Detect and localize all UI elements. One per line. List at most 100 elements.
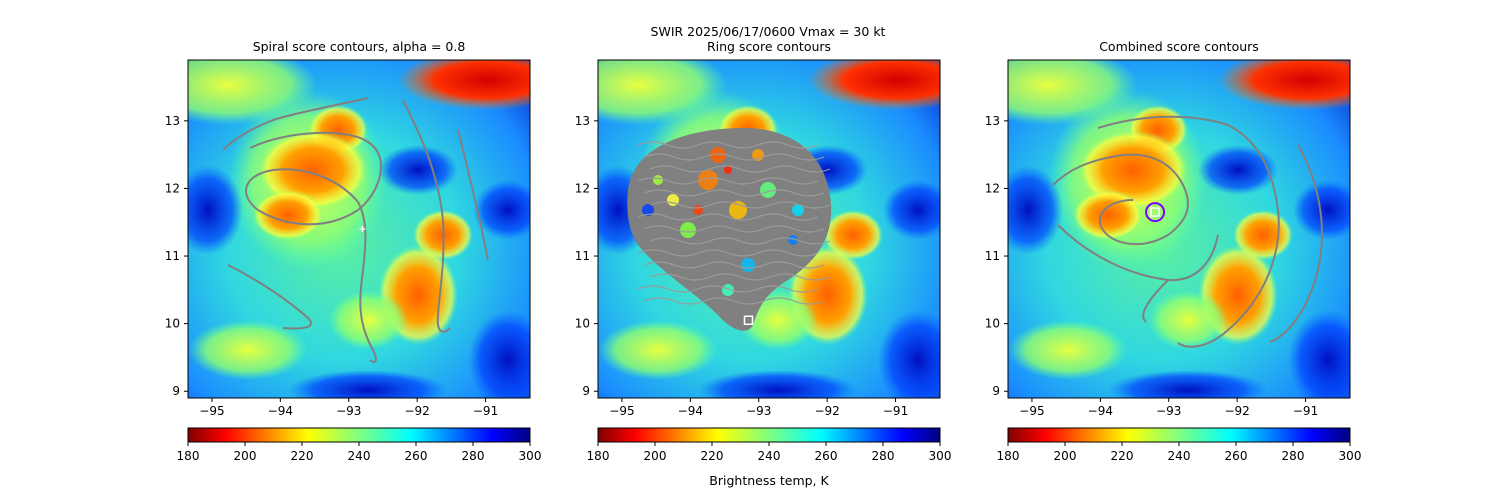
ring-contour-speck	[710, 147, 726, 163]
colorbar-tick-label: 240	[758, 449, 781, 463]
panel-title: Combined score contours	[1099, 39, 1259, 54]
satellite-image	[1008, 60, 1350, 398]
x-tick-label: −93	[1156, 404, 1181, 418]
panel-title: Ring score contours	[707, 39, 831, 54]
colorbar-gradient	[187, 427, 531, 443]
satellite-image	[188, 60, 530, 398]
x-tick-label: −92	[404, 404, 429, 418]
colorbar-tick-label: 180	[997, 449, 1020, 463]
ring-contour-speck	[642, 204, 654, 216]
center-marker	[1150, 207, 1160, 217]
y-tick-label: 11	[985, 249, 1000, 263]
ring-contour-speck	[741, 258, 755, 272]
colorbar-tick-label: 260	[405, 449, 428, 463]
chart-panel-2: Ring score contours −95 −94 −93 −92 −91 9 10 11 1…	[575, 39, 952, 463]
center-ring-marker	[1145, 202, 1166, 223]
score-contour	[402, 99, 451, 333]
ring-contour-speck	[698, 170, 718, 190]
axes-frame	[187, 59, 531, 399]
colorbar-tick-label: 260	[1225, 449, 1248, 463]
ring-contour-line	[649, 237, 831, 245]
x-tick-label: −94	[268, 404, 293, 418]
ring-contour-speck	[760, 182, 776, 198]
ring-contour-line	[637, 141, 819, 149]
colorbar-tick-label: 260	[815, 449, 838, 463]
ring-contour-speck	[680, 222, 696, 238]
score-contour	[457, 129, 489, 261]
colorbar-tick-label: 220	[1111, 449, 1134, 463]
ring-contour-line	[649, 201, 831, 209]
colorbar-tick-label: 180	[587, 449, 610, 463]
ring-contour-speck	[724, 166, 732, 174]
chart-panel-1: Spiral score contours, alpha = 0.8 −95 −94…	[165, 39, 542, 463]
score-contour	[1052, 153, 1189, 246]
colorbar: 180 200 220 240 260 280 300	[997, 427, 1361, 463]
ring-contour-speck	[788, 235, 798, 245]
score-contour	[1097, 115, 1280, 348]
colorbar-tick-label: 200	[234, 449, 257, 463]
ring-contour-line	[637, 177, 819, 185]
colorbar-tick-label: 280	[462, 449, 485, 463]
x-tick-label: −93	[336, 404, 361, 418]
ring-contour-line	[643, 189, 825, 197]
x-tick-label: −92	[814, 404, 839, 418]
axes-frame	[597, 59, 941, 399]
x-tick-label: −94	[1088, 404, 1113, 418]
chart-panel-3: Combined score contours −95 −94 −93 −92 −91 9 1…	[985, 39, 1362, 463]
ring-contour-line	[649, 273, 831, 281]
score-contour	[227, 264, 312, 330]
y-tick-label: 10	[985, 317, 1000, 331]
x-tick-label: −94	[678, 404, 703, 418]
x-tick-label: −91	[1293, 404, 1318, 418]
colorbar-tick-label: 280	[1282, 449, 1305, 463]
colorbar-tick-label: 280	[872, 449, 895, 463]
plot-area: −95 −94 −93 −92 −91 9 10 11 12 13	[165, 59, 531, 418]
y-tick-label: 9	[582, 384, 590, 398]
colorbar: 180 200 220 240 260 280 300	[587, 427, 952, 463]
colorbar-label: Brightness temp, K	[709, 473, 829, 488]
colorbar-tick-label: 220	[701, 449, 724, 463]
satellite-image	[598, 60, 940, 398]
ring-contour-line	[649, 165, 831, 173]
score-contour	[1142, 279, 1169, 323]
ring-contour-speck	[722, 284, 734, 296]
ring-contour-line	[643, 261, 825, 269]
y-tick-label: 12	[165, 181, 180, 195]
colorbar-tick-label: 180	[177, 449, 200, 463]
score-contour	[245, 131, 383, 363]
x-tick-label: −91	[883, 404, 908, 418]
y-tick-label: 10	[165, 317, 180, 331]
x-tick-label: −93	[746, 404, 771, 418]
ring-contour-line	[637, 249, 819, 257]
ring-contour-speck	[792, 204, 804, 216]
colorbar-tick-label: 200	[1054, 449, 1077, 463]
ring-contour-line	[637, 285, 819, 293]
y-tick-label: 9	[172, 384, 180, 398]
ring-contour-line	[643, 297, 825, 305]
colorbar-tick-label: 220	[291, 449, 314, 463]
y-tick-label: 13	[985, 114, 1000, 128]
axes-frame	[1007, 59, 1351, 399]
center-marker	[359, 226, 366, 232]
colorbar-tick-label: 200	[644, 449, 667, 463]
colorbar-tick-label: 300	[929, 449, 952, 463]
colorbar-gradient	[1007, 427, 1351, 443]
x-tick-label: −95	[1019, 404, 1044, 418]
score-contour	[222, 97, 369, 151]
score-contour	[1269, 144, 1323, 343]
plot-area: −95 −94 −93 −92 −91 9 10 11 12 13	[575, 59, 941, 418]
center-marker	[743, 315, 754, 326]
y-tick-label: 11	[575, 249, 590, 263]
y-tick-label: 10	[575, 317, 590, 331]
x-tick-label: −91	[473, 404, 498, 418]
x-tick-label: −95	[609, 404, 634, 418]
ring-contour-speck	[693, 205, 703, 215]
x-tick-label: −92	[1224, 404, 1249, 418]
colorbar-tick-label: 300	[519, 449, 542, 463]
colorbar-tick-label: 240	[348, 449, 371, 463]
y-tick-label: 9	[992, 384, 1000, 398]
x-tick-label: −95	[199, 404, 224, 418]
colorbar-tick-label: 240	[1168, 449, 1191, 463]
figure-suptitle: SWIR 2025/06/17/0600 Vmax = 30 kt	[651, 24, 886, 39]
